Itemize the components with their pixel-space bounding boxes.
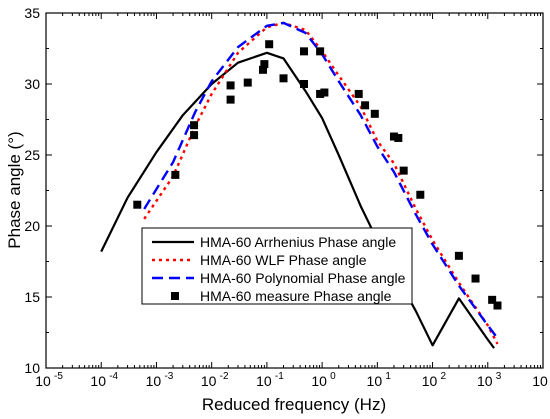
polynomial-line <box>143 21 499 339</box>
measure-point <box>471 274 480 283</box>
legend-label: HMA-60 measure Phase angle <box>200 288 392 304</box>
x-tick-label: 10 <box>367 373 383 389</box>
measure-point <box>399 166 408 175</box>
legend-label: HMA-60 Arrhenius Phase angle <box>200 234 396 250</box>
measure-point <box>370 109 379 118</box>
measure-point <box>361 101 370 110</box>
measure-point <box>394 133 403 142</box>
x-tick-label-exponent: -3 <box>164 371 173 382</box>
measure-point <box>389 132 398 141</box>
measure-point <box>488 295 497 304</box>
x-tick-label-exponent: 3 <box>496 371 502 382</box>
measure-point <box>493 301 502 310</box>
x-tick-label-exponent: -5 <box>54 371 63 382</box>
x-axis-title: Reduced frequency (Hz) <box>202 395 386 414</box>
x-tick-label: 10 <box>35 373 51 389</box>
legend: HMA-60 Arrhenius Phase angle HMA-60 WLF P… <box>141 227 413 305</box>
y-tick-label: 10 <box>24 360 40 376</box>
measure-point <box>258 65 267 74</box>
x-tick-label: 10 <box>477 373 493 389</box>
x-tick-label: 10 <box>422 373 438 389</box>
plot-frame <box>45 12 544 369</box>
measure-point <box>300 80 309 88</box>
measure-point <box>279 74 288 83</box>
measure-point <box>265 40 274 49</box>
x-tick-label-exponent: -1 <box>275 371 284 382</box>
x-tick-label-exponent: -2 <box>220 371 229 382</box>
measure-point <box>316 89 325 98</box>
y-axis: 10 15 20 25 30 35 <box>24 5 543 376</box>
x-tick-label-exponent: 0 <box>330 371 336 382</box>
measure-point <box>243 78 252 87</box>
x-tick-label: 10 <box>146 373 162 389</box>
measure-point <box>190 131 199 140</box>
measure-point <box>320 88 329 97</box>
x-tick-label: 10 <box>532 373 548 389</box>
wlf-line <box>143 21 499 345</box>
measure-point <box>226 81 235 90</box>
x-tick-label-exponent: 2 <box>441 371 447 382</box>
measure-point <box>416 190 425 199</box>
y-tick-label: 20 <box>24 218 40 234</box>
measure-point <box>300 47 309 56</box>
legend-label: HMA-60 WLF Phase angle <box>200 252 367 268</box>
y-tick-label: 15 <box>24 289 40 305</box>
x-tick-label: 10 <box>201 373 217 389</box>
measure-point <box>260 60 269 69</box>
y-tick-label: 35 <box>24 5 40 21</box>
y-tick-label: 30 <box>24 76 40 92</box>
x-tick-label: 10 <box>90 373 106 389</box>
measure-point <box>133 200 142 209</box>
measure-point <box>454 251 463 260</box>
measure-point <box>316 47 325 56</box>
y-tick-label: 25 <box>24 147 40 163</box>
legend-marker <box>171 292 179 300</box>
x-axis: 10-510-410-310-210-1100101102103104 <box>35 13 548 389</box>
legend-box <box>141 227 413 305</box>
x-tick-label: 10 <box>256 373 272 389</box>
arrhenius-line <box>100 51 495 349</box>
x-tick-label-exponent: -4 <box>109 371 118 382</box>
legend-label: HMA-60 Polynomial Phase angle <box>200 270 406 286</box>
measure-point <box>190 121 199 130</box>
x-tick-label-exponent: 1 <box>385 371 391 382</box>
x-tick-label: 10 <box>311 373 327 389</box>
measure-point <box>226 95 235 104</box>
measure-point <box>171 170 180 179</box>
series-layer <box>100 21 502 349</box>
y-axis-title: Phase angle (°) <box>5 131 24 248</box>
measure-point <box>354 89 363 98</box>
